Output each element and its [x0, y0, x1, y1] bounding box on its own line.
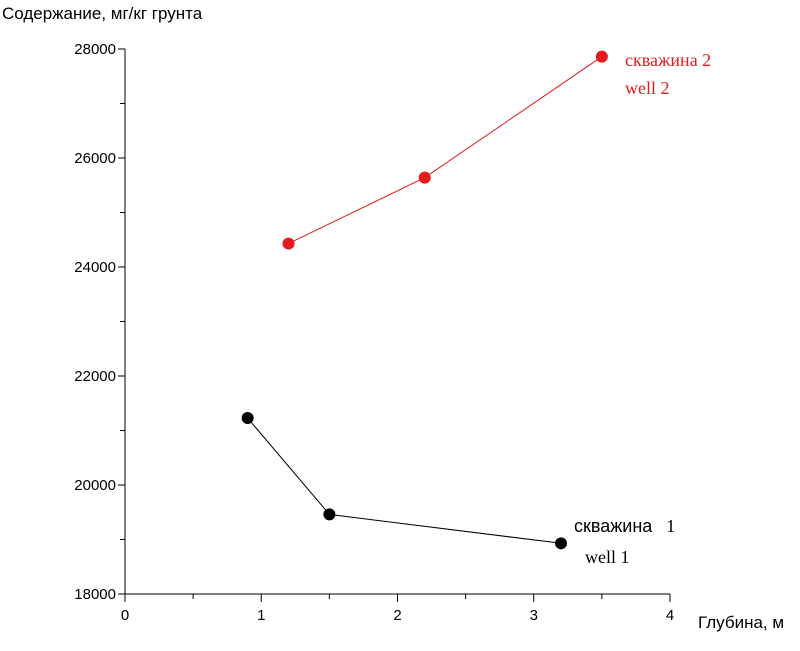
series-1-point: [241, 411, 254, 424]
y-tick-label: 28000: [74, 41, 116, 58]
series-2-label-en: well 2: [625, 78, 670, 98]
y-axis-title: Содержание, мг/кг грунта: [2, 4, 203, 23]
x-axis-ticks: 0 1 2 3 4: [121, 594, 674, 624]
series-1-label-ru: скважина 1: [574, 516, 675, 536]
y-tick-label: 26000: [74, 150, 116, 167]
x-axis-title: Глубина, м: [698, 613, 784, 632]
y-tick-label: 20000: [74, 477, 116, 494]
x-tick-label: 3: [530, 607, 538, 624]
x-tick-label: 1: [257, 607, 265, 624]
x-tick-label: 0: [121, 607, 129, 624]
series-1-label-ru-word: скважина: [574, 516, 653, 536]
series-2-point: [595, 50, 608, 63]
series-1-point: [323, 508, 336, 521]
series-1-label-ru-number: 1: [666, 516, 675, 536]
series-2-point: [282, 237, 295, 250]
y-axis-ticks: 18000 20000 22000 24000 26000 28000: [74, 41, 125, 603]
x-tick-label: 2: [393, 607, 401, 624]
x-tick-label: 4: [666, 607, 674, 624]
y-tick-label: 24000: [74, 259, 116, 276]
series-2-label-ru: скважина 2: [625, 50, 711, 70]
series-1-point: [555, 537, 567, 550]
y-tick-label: 22000: [74, 368, 116, 385]
series-1-label-en: well 1: [585, 547, 630, 567]
series-2-line: [288, 56, 603, 245]
series-1-line: [247, 417, 562, 544]
series-2-point: [418, 171, 431, 184]
y-tick-label: 18000: [74, 586, 116, 603]
series-layer: [241, 50, 608, 550]
